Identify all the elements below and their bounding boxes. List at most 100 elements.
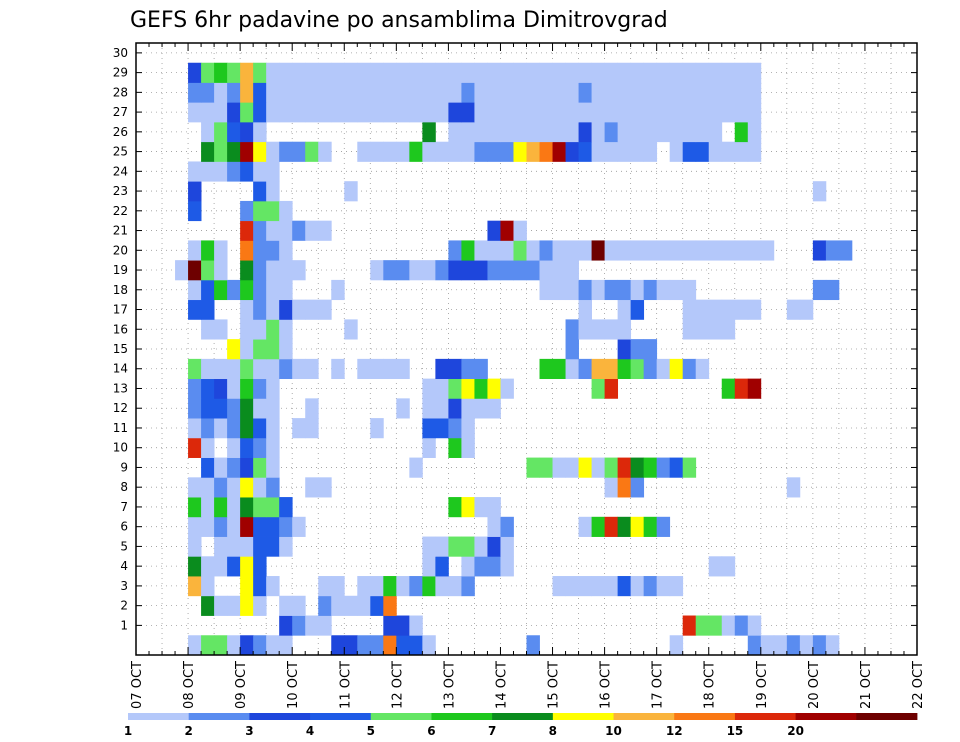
heatmap-cell [344, 319, 358, 340]
heatmap-cell [643, 102, 658, 123]
heatmap-cell [305, 418, 319, 439]
heatmap-cell [565, 141, 579, 162]
heatmap-cell [695, 62, 710, 83]
heatmap-cell [695, 240, 710, 261]
y-tick-label: 3 [120, 579, 128, 593]
heatmap-cell [604, 102, 619, 123]
heatmap-cell [435, 398, 449, 419]
heatmap-cell [526, 240, 540, 261]
heatmap-cell [214, 161, 228, 182]
heatmap-cell [539, 279, 553, 301]
legend-label: 10 [605, 724, 622, 738]
heatmap-cell [214, 378, 228, 399]
heatmap-cell [370, 62, 384, 83]
heatmap-cell [266, 299, 280, 320]
heatmap-cell [578, 141, 592, 162]
heatmap-cell [422, 398, 436, 419]
heatmap-cell [708, 615, 723, 636]
y-tick-label: 10 [113, 441, 128, 455]
x-tick-label: 12 OCT [390, 661, 405, 709]
heatmap-cell [240, 121, 254, 143]
heatmap-cell [578, 279, 592, 301]
heatmap-cell [617, 82, 632, 103]
heatmap-cell [682, 62, 697, 83]
heatmap-cell [214, 121, 228, 143]
heatmap-cell [253, 378, 267, 399]
y-tick-label: 14 [113, 362, 128, 376]
heatmap-cell [708, 121, 723, 143]
heatmap-cell [656, 102, 671, 123]
heatmap-cell [253, 418, 267, 439]
heatmap-cell [357, 635, 371, 656]
heatmap-cell [266, 279, 280, 301]
heatmap-cell [214, 82, 228, 103]
heatmap-cell [565, 279, 579, 301]
heatmap-cell [487, 121, 501, 143]
heatmap-cell [487, 220, 501, 241]
heatmap-cell [344, 181, 358, 202]
legend-swatch [310, 713, 372, 720]
heatmap-cell [500, 260, 514, 281]
heatmap-cell [201, 457, 215, 478]
heatmap-cell [617, 141, 632, 162]
heatmap-cell [656, 121, 671, 143]
heatmap-cell [253, 516, 267, 537]
heatmap-cell [734, 615, 749, 636]
heatmap-cell [474, 141, 488, 162]
heatmap-cell [669, 102, 684, 123]
x-axis: 07 OCT 08 OCT 09 OCT 10 OCT 11 OCT 12 OCT 13 O… [130, 43, 926, 709]
heatmap-cell [279, 102, 293, 123]
heatmap-cell [253, 457, 267, 478]
heatmap-cell [578, 576, 592, 597]
heatmap-cell [461, 121, 475, 143]
heatmap-cell [552, 121, 566, 143]
heatmap-cell [240, 497, 254, 518]
x-tick-label: 14 OCT [494, 661, 509, 709]
heatmap-cell [552, 576, 566, 597]
heatmap-cell [409, 260, 423, 281]
heatmap-cell [539, 240, 553, 261]
heatmap-cell [201, 497, 215, 518]
y-tick-label: 29 [113, 66, 128, 80]
heatmap-cell [461, 497, 475, 518]
y-tick-label: 5 [120, 539, 128, 553]
heatmap-cell [760, 240, 775, 261]
heatmap-cell [253, 82, 267, 103]
heatmap-cell [513, 220, 527, 241]
heatmap-cell [734, 102, 749, 123]
heatmap-cell [552, 279, 566, 301]
legend-label: 12 [666, 724, 683, 738]
heatmap-cell [188, 200, 202, 222]
x-tick-label: 15 OCT [547, 661, 562, 709]
heatmap-cell [591, 121, 605, 143]
heatmap-cell [266, 62, 280, 83]
heatmap-cell [747, 615, 762, 636]
heatmap-cell [188, 556, 202, 577]
heatmap-cell [604, 121, 619, 143]
heatmap-cell [383, 358, 397, 380]
y-tick-label: 24 [113, 164, 128, 178]
heatmap-cell [357, 595, 371, 616]
heatmap-cell [565, 240, 579, 261]
heatmap-cell [461, 437, 475, 458]
heatmap-cell [682, 82, 697, 103]
heatmap-cell [240, 516, 254, 537]
y-tick-label: 7 [120, 500, 128, 514]
heatmap-cell [565, 82, 579, 103]
heatmap-cell [734, 378, 749, 399]
heatmap-cell [188, 260, 202, 281]
heatmap-cell [435, 82, 449, 103]
heatmap-cell [227, 82, 241, 103]
heatmap-cell [578, 62, 592, 83]
heatmap-cell [487, 378, 501, 399]
heatmap-cell [422, 536, 436, 557]
heatmap-cell [643, 457, 658, 478]
heatmap-cell [448, 102, 462, 123]
heatmap-cell [422, 418, 436, 439]
heatmap-cell [253, 279, 267, 301]
heatmap-cell [474, 240, 488, 261]
heatmap-cell [487, 497, 501, 518]
heatmap-cell [214, 477, 228, 498]
heatmap-cell [682, 358, 697, 380]
heatmap-cell [214, 102, 228, 123]
